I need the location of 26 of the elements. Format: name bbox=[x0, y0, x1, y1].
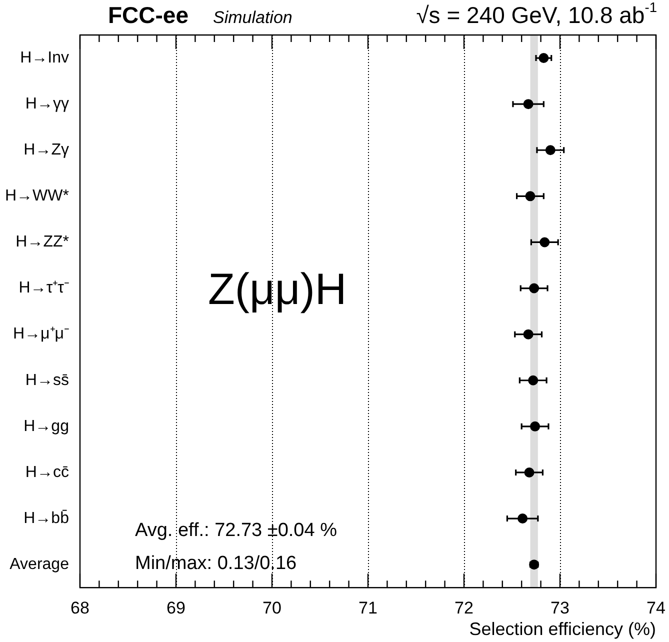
y-tick-label: H→ss̄ bbox=[25, 372, 69, 389]
y-tick-label: H→τ⁺τ⁻ bbox=[18, 280, 69, 297]
x-tick-label: 72 bbox=[454, 598, 474, 618]
text: √s = 240 GeV, 10.8 ab$^{-1}$ bbox=[416, 0, 657, 29]
annotation: Avg. eff.: 72.73 ±0.04 % bbox=[135, 520, 337, 542]
annotation: Min/max: 0.13/0.16 bbox=[135, 553, 297, 575]
chart-title: FCC-ee bbox=[108, 2, 189, 29]
x-tick-label: 68 bbox=[70, 598, 90, 618]
x-tick-label: 74 bbox=[646, 598, 666, 618]
annotation: Z(μμ)H bbox=[208, 265, 347, 315]
y-tick-label: H→gg bbox=[24, 418, 69, 435]
chart-subtitle: Simulation bbox=[213, 8, 292, 28]
x-axis-title: Selection efficiency (%) bbox=[469, 619, 656, 640]
y-tick-label: H→WW* bbox=[5, 188, 69, 205]
y-tick-label: H→bb̄ bbox=[24, 510, 70, 527]
y-tick-label: H→Zγ bbox=[24, 142, 69, 159]
y-tick-label: H→Inv bbox=[20, 49, 69, 66]
y-tick-label: H→γγ bbox=[25, 95, 69, 112]
y-tick-label: Average bbox=[10, 556, 70, 573]
x-tick-label: 73 bbox=[550, 598, 570, 618]
y-tick-label: H→cc̄ bbox=[25, 464, 69, 481]
x-tick-label: 69 bbox=[166, 598, 186, 618]
y-tick-label: H→ZZ* bbox=[16, 234, 69, 251]
x-tick-label: 71 bbox=[358, 598, 378, 618]
x-tick-label: 70 bbox=[262, 598, 282, 618]
y-tick-label: H→μ⁺μ⁻ bbox=[12, 326, 69, 343]
